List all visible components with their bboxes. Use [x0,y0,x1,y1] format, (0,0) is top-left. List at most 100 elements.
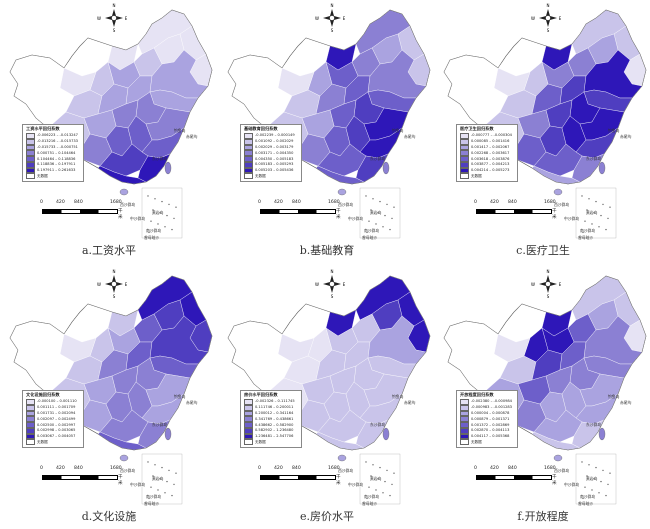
scale-tick: 1680 [110,200,122,205]
scale-unit: 千米 [552,209,557,220]
compass-s: S [331,28,334,33]
island-dot [586,209,588,211]
legend-swatch [460,410,469,417]
map-label-zhongsha: 中沙群岛 [564,482,579,487]
panel-caption: e.房价水平 [299,510,354,523]
island-dot [175,206,177,208]
compass-icon: N S E W [97,3,128,33]
scale-bar: 0 420 840 1680 千米 [40,466,123,486]
island-dot [582,497,584,500]
map-panel-3: 钓鱼岛 赤尾屿 东沙群岛 西沙群岛 黄岩岛 中沙群岛 南沙群岛 曾母暗沙 N S E W 医疗卫生回归系… [436,0,650,262]
island-dot [370,209,372,211]
scale-tick: 0 [258,466,261,471]
scale-bar: 0 420 840 1680 千米 [258,200,341,220]
taiwan-island [598,161,606,175]
island-dot [605,494,607,497]
island-dot [166,480,168,483]
legend-label: 0.002870 – 0.004113 [471,428,510,433]
legend-row: -0.002380 – -0.000984 [460,398,514,405]
scale-tick: 420 [56,466,65,471]
legend-swatch [244,138,253,145]
compass-e: E [559,282,562,287]
legend-row: 0.104464 – 0.118836 [26,156,80,162]
legend-label: 0.197911 – 0.261633 [37,168,76,173]
legend-swatch [26,433,35,440]
compass-icon: N S E W [531,3,562,33]
compass-n: N [113,269,116,274]
legend-row: 0.001417 – 0.002067 [460,144,514,151]
scale-tick: 420 [56,200,65,205]
legend-label: -0.000983 – -0.001283 [471,405,512,410]
legend-label: 0.000085 – 0.001416 [471,139,510,144]
scale-bar-graphic [260,475,336,480]
legend-label: 0.200012 – 0.341164 [255,410,294,415]
legend-label: 0.001092 – 0.002029 [255,139,294,144]
map-panel-1: 钓鱼岛 赤尾屿 东沙群岛 西沙群岛 黄岩岛 中沙群岛 南沙群岛 曾母暗沙 N S E W 工资水平回归系… [2,0,216,262]
map-label-dongsha: 东沙群岛 [152,156,167,161]
map-legend: 基础教育回归系数 -0.002239 – 0.000149 0.001092 – 0… [240,124,302,183]
legend-label: 0.001111 – 0.001709 [37,405,76,410]
map-panel-6: 钓鱼岛 赤尾屿 东沙群岛 西沙群岛 黄岩岛 中沙群岛 南沙群岛 曾母暗沙 N S E W 开放程度回归系… [436,266,650,528]
map-label-zengmu: 曾母暗沙 [578,501,593,506]
island-dot [365,461,367,463]
scale-unit: 千米 [118,209,123,220]
island-dot [602,203,604,206]
map-label-dongsha: 东沙群岛 [370,156,385,161]
scale-tick: 840 [508,200,517,205]
scale-bar: 0 420 840 1680 千米 [474,200,557,220]
hainan-island [337,188,347,196]
legend-label: 0.003618 – 0.003876 [471,156,510,161]
legend-row: 0.004350 – 0.005183 [244,156,298,162]
legend-swatch [26,161,35,168]
island-dot [609,206,611,208]
compass-e: E [125,282,128,287]
map-label-chiwei: 赤尾屿 [404,134,416,139]
south-sea-inset [575,453,617,505]
island-dot [598,226,600,228]
legend-label: 无数据 [255,439,266,444]
island-dot [148,497,150,500]
scale-bar-graphic [476,475,552,480]
legend-label: 0.005203 – 0.005436 [255,168,294,173]
island-dot [171,494,173,497]
legend-row: 0.003171 – 0.004350 [244,150,298,157]
scale-tick: 0 [40,466,43,471]
legend-label: 0.341769 – 0.438661 [255,416,294,421]
island-dot [148,231,150,234]
legend-row: 0.002268 – 0.003617 [460,150,514,157]
island-dot [591,223,593,225]
scale-tick: 420 [274,466,283,471]
legend-row: 0.001092 – 0.002029 [244,138,298,145]
legend-label: -0.006223 – -0.013247 [37,133,78,138]
legend-row: 无数据 [244,173,298,180]
compass-w: W [97,282,101,287]
island-dot [581,461,583,463]
legend-row: 0.004117 – 0.005368 [460,433,514,440]
legend-swatch [460,427,469,434]
legend-row: 无数据 [460,173,514,180]
border-line [443,9,647,185]
island-dot [607,483,609,486]
map-label-xisha: 西沙群岛 [338,468,353,473]
compass-w: W [315,282,319,287]
legend-swatch [244,156,253,162]
legend-label: 0.104464 – 0.118836 [37,156,76,161]
island-dot [159,212,161,214]
legend-swatch [244,173,253,180]
south-sea-inset [141,453,183,505]
legend-row: 无数据 [26,173,80,180]
legend-label: 0.111746 – 0.200011 [255,405,294,410]
map-label-chiwei: 赤尾屿 [186,134,198,139]
island-dot [600,480,602,483]
legend-row: 0.002097 – 0.002499 [26,416,80,423]
compass-w: W [315,16,319,21]
legend-row: 0.000751 – 0.104464 [26,150,80,157]
compass-w: W [531,16,535,21]
map-label-zhongsha: 中沙群岛 [130,482,145,487]
map-panel-2: 钓鱼岛 赤尾屿 东沙群岛 西沙群岛 黄岩岛 中沙群岛 南沙群岛 曾母暗沙 N S E W 基础教育回归系… [220,0,434,262]
map-legend: 开放程度回归系数 -0.002380 – -0.000984 -0.000983 –… [456,390,518,449]
map-label-nansha: 南沙群岛 [580,228,595,233]
